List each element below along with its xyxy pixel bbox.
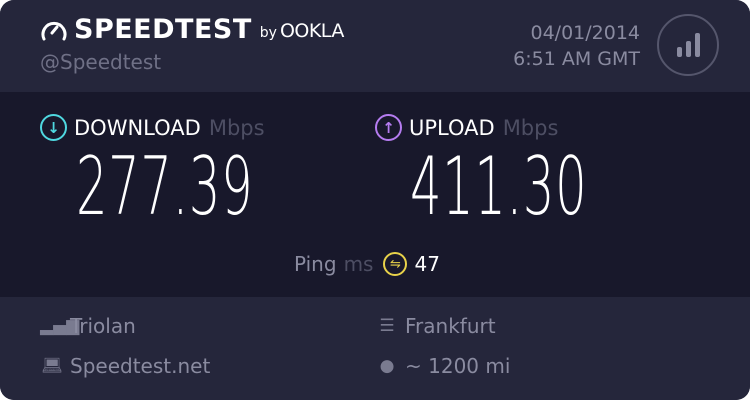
- isp-name: Triolan: [70, 314, 136, 338]
- upload-unit: Mbps: [502, 115, 559, 140]
- ping-value: 47: [414, 252, 440, 276]
- footer: ▂▄▆ Triolan 💻︎ Speedtest.net ☰ Frankfurt…: [0, 297, 750, 400]
- download-label: DOWNLOAD: [74, 115, 201, 140]
- arrow-down-circle-icon: ↓: [40, 114, 67, 141]
- results-button[interactable]: [657, 14, 719, 76]
- twitter-handle[interactable]: @Speedtest: [40, 50, 162, 74]
- by-text: by: [259, 24, 277, 41]
- upload-header: ↑ UPLOAD Mbps: [375, 114, 558, 141]
- host-name[interactable]: Speedtest.net: [70, 354, 211, 378]
- ping-unit: ms: [343, 252, 374, 276]
- bar: [685, 41, 691, 57]
- brand-name: SPEEDTEST: [74, 14, 252, 45]
- bar: [694, 33, 700, 57]
- distance-value: ~ 1200 mi: [405, 354, 511, 378]
- distance: ● ~ 1200 mi: [375, 354, 511, 378]
- map-pin-icon: ●: [379, 356, 395, 376]
- isp: ▂▄▆ Triolan: [40, 314, 136, 338]
- signal-bars-icon: ▂▄▆: [40, 316, 80, 336]
- download-value: 277.39: [76, 140, 254, 233]
- results-panel: ↓ DOWNLOAD Mbps 277.39 ↑ UPLOAD Mbps 411…: [0, 92, 750, 297]
- host: 💻︎ Speedtest.net: [40, 354, 210, 378]
- signal-bars-icon: [676, 47, 682, 57]
- ping-icon: ⇋: [383, 252, 408, 276]
- header: SPEEDTEST by OOKLA @Speedtest 04/01/2014…: [0, 0, 750, 92]
- date: 04/01/2014: [530, 22, 640, 44]
- arrow-up-circle-icon: ↑: [375, 114, 402, 141]
- time: 6:51 AM GMT: [513, 48, 640, 70]
- server-name[interactable]: Frankfurt: [405, 314, 496, 338]
- gauge-icon: [41, 21, 67, 40]
- timestamp: 04/01/2014 6:51 AM GMT: [513, 20, 640, 72]
- upload-label: UPLOAD: [409, 115, 495, 140]
- server: ☰ Frankfurt: [375, 314, 496, 338]
- partner-name: OOKLA: [279, 20, 344, 42]
- speedtest-logo[interactable]: SPEEDTEST by OOKLA: [40, 14, 344, 45]
- ping-label: Ping: [294, 252, 337, 276]
- ping: Ping ms ⇋ 47: [294, 252, 440, 276]
- server-icon: ☰: [379, 316, 395, 336]
- laptop-icon: 💻︎: [41, 356, 63, 376]
- download-header: ↓ DOWNLOAD Mbps: [40, 114, 265, 141]
- download-unit: Mbps: [208, 115, 265, 140]
- upload-value: 411.30: [410, 140, 588, 233]
